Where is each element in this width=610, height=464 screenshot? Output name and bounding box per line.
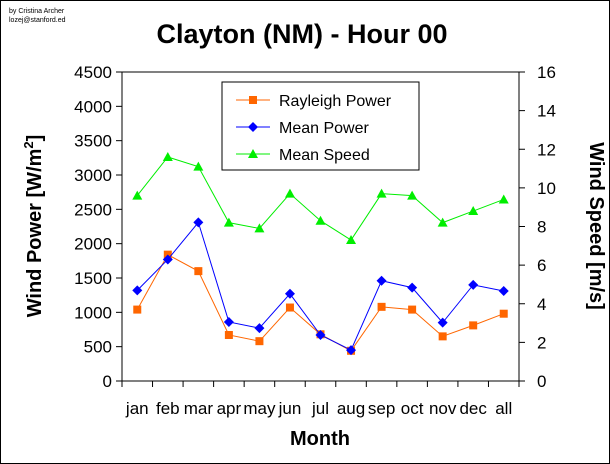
x-tick-label: jan	[125, 399, 149, 418]
data-point-square	[255, 337, 264, 346]
left-tick-label: 0	[103, 372, 112, 391]
data-point-diamond	[346, 345, 357, 356]
data-point-diamond	[248, 122, 258, 132]
data-point-diamond	[284, 288, 295, 299]
author-credit: by Cristina Archer lozej@stanford.ed	[9, 7, 66, 25]
left-tick-label: 1000	[74, 303, 112, 322]
data-point-triangle	[315, 215, 326, 225]
data-point-triangle	[346, 235, 357, 245]
data-point-triangle	[437, 217, 448, 227]
legend-label: Mean Speed	[279, 147, 370, 164]
legend: Rayleigh Power Mean Power Mean Speed	[221, 81, 420, 171]
data-point-diamond	[468, 279, 479, 290]
credit-line-1: by Cristina Archer	[9, 8, 65, 15]
left-axis-title-sup: 2	[21, 141, 36, 148]
right-tick-label: 10	[537, 179, 556, 198]
x-tick-label: mar	[184, 399, 214, 418]
left-tick-label: 4000	[74, 97, 112, 116]
x-tick-label: jul	[311, 399, 329, 418]
data-point-diamond	[132, 285, 143, 296]
left-axis-title-end: ]	[24, 135, 46, 142]
data-point-square	[133, 305, 142, 314]
left-tick-label: 2500	[74, 200, 112, 219]
data-point-square	[438, 332, 447, 341]
data-point-diamond	[223, 316, 234, 327]
series-layer	[132, 151, 509, 356]
x-tick-label: feb	[156, 399, 180, 418]
data-point-triangle	[193, 161, 204, 171]
data-point-square	[469, 321, 478, 330]
x-tick-label: oct	[401, 399, 424, 418]
left-tick-label: 2000	[74, 235, 112, 254]
left-axis: 0 500 1000 1500 2000 2500 3000 3500 4000 4500	[74, 63, 122, 391]
left-tick-label: 4500	[74, 63, 112, 82]
x-tick-label: sep	[368, 399, 395, 418]
data-point-square	[224, 330, 233, 339]
left-axis-title: Wind Power [W/m2]	[21, 135, 46, 318]
data-point-square	[499, 309, 508, 318]
x-tick-label: aug	[337, 399, 365, 418]
data-point-triangle	[284, 188, 295, 198]
left-tick-label: 3000	[74, 166, 112, 185]
right-tick-label: 14	[537, 102, 556, 121]
right-axis-title: Wind Speed [m/s]	[585, 142, 607, 310]
chart-title: Clayton (NM) - Hour 00	[156, 19, 447, 49]
right-tick-label: 12	[537, 140, 556, 159]
x-tick-label: may	[243, 399, 276, 418]
data-point-diamond	[162, 254, 173, 265]
x-tick-label: dec	[459, 399, 487, 418]
left-tick-label: 500	[84, 338, 112, 357]
data-point-diamond	[407, 282, 418, 293]
right-tick-label: 4	[537, 295, 546, 314]
legend-label: Mean Power	[279, 120, 369, 137]
data-point-square	[285, 303, 294, 312]
data-point-square	[377, 302, 386, 311]
data-point-triangle	[498, 194, 509, 204]
data-point-triangle	[407, 190, 418, 200]
credit-line-2: lozej@stanford.ed	[9, 17, 66, 24]
data-point-triangle	[132, 190, 143, 200]
data-point-triangle	[248, 149, 258, 158]
x-tick-label: all	[495, 399, 512, 418]
data-point-triangle	[468, 206, 479, 216]
right-axis: 0 2 4 6 8 10 12 14 16	[519, 63, 556, 391]
data-point-triangle	[162, 151, 173, 161]
right-tick-label: 8	[537, 218, 546, 237]
x-tick-label: apr	[217, 399, 242, 418]
x-axis: jan feb mar apr may jun jul aug sep oct nov dec all	[121, 381, 520, 418]
data-point-square	[249, 96, 257, 104]
left-tick-label: 3500	[74, 132, 112, 151]
series-mean-speed	[132, 151, 509, 245]
data-point-triangle	[254, 223, 265, 233]
data-point-diamond	[254, 323, 265, 334]
data-point-diamond	[376, 275, 387, 286]
data-point-diamond	[437, 317, 448, 328]
x-tick-label: jun	[278, 399, 302, 418]
data-point-diamond	[315, 329, 326, 340]
x-axis-title: Month	[290, 428, 350, 450]
left-axis-title-text: Wind Power [W/m	[24, 149, 46, 318]
right-tick-label: 6	[537, 256, 546, 275]
right-tick-label: 0	[537, 372, 546, 391]
series-mean-power	[132, 217, 509, 356]
data-point-triangle	[376, 188, 387, 198]
right-tick-label: 2	[537, 333, 546, 352]
data-point-diamond	[498, 286, 509, 297]
data-point-square	[194, 267, 203, 276]
legend-label: Rayleigh Power	[279, 93, 392, 110]
data-point-square	[408, 305, 417, 314]
data-point-diamond	[193, 217, 204, 228]
left-tick-label: 1500	[74, 269, 112, 288]
x-tick-label: nov	[429, 399, 457, 418]
right-tick-label: 16	[537, 63, 556, 82]
data-point-triangle	[223, 217, 234, 227]
